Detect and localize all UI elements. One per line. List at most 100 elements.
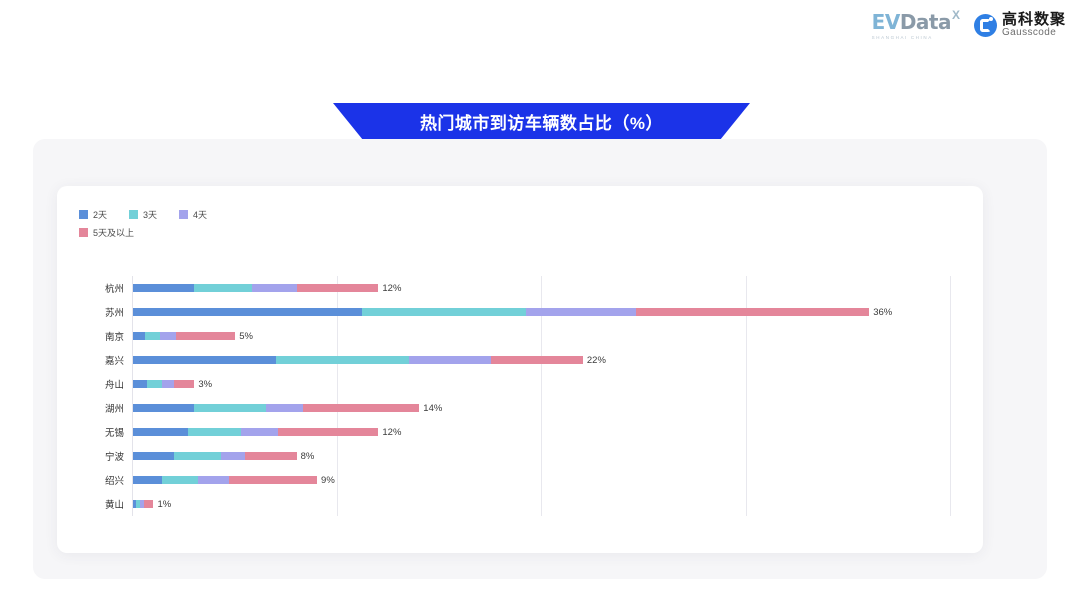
bar-value-label: 22% — [586, 354, 606, 366]
bar-row[interactable]: 湖州 14% — [105, 396, 950, 420]
bar-segment[interactable] — [147, 380, 162, 388]
stacked-bar[interactable] — [133, 452, 297, 460]
legend-label: 4天 — [193, 210, 208, 220]
bar-segment[interactable] — [636, 308, 870, 316]
legend-item[interactable]: 2天 — [79, 208, 107, 221]
stacked-bar[interactable] — [133, 284, 379, 292]
bar-segment[interactable] — [490, 356, 583, 364]
bar-segment[interactable] — [133, 404, 195, 412]
bar-segment[interactable] — [302, 404, 420, 412]
bar-segment[interactable] — [276, 356, 410, 364]
bar-rows: 杭州 12% 苏州 36% 南京 5% 嘉兴 22% 舟山 3% 湖州 14% 无锡 12% 宁波 8% 绍兴 9… — [105, 276, 950, 516]
category-label: 舟山 — [104, 380, 124, 391]
legend-item[interactable]: 5天及以上 — [79, 226, 409, 239]
bar-segment[interactable] — [133, 500, 137, 508]
bar-segment[interactable] — [296, 284, 379, 292]
bar-segment[interactable] — [133, 308, 363, 316]
bar-value-label: 5% — [239, 330, 253, 342]
bar-segment[interactable] — [362, 308, 526, 316]
bar-segment[interactable] — [245, 452, 297, 460]
bar-segment[interactable] — [175, 332, 236, 340]
category-label: 杭州 — [104, 284, 124, 295]
legend-item[interactable]: 3天 — [129, 208, 157, 221]
category-label: 绍兴 — [104, 476, 124, 487]
stacked-bar[interactable] — [133, 380, 195, 388]
bar-row[interactable]: 宁波 8% — [105, 444, 950, 468]
stacked-bar[interactable] — [133, 356, 583, 364]
bar-segment[interactable] — [220, 452, 246, 460]
evdata-wordmark: EVData — [871, 10, 952, 34]
category-label: 嘉兴 — [104, 356, 124, 367]
bar-segment[interactable] — [229, 476, 318, 484]
bar-segment[interactable] — [194, 404, 266, 412]
gridline — [541, 276, 542, 516]
bar-segment[interactable] — [133, 332, 146, 340]
bar-segment[interactable] — [251, 284, 297, 292]
bar-segment[interactable] — [173, 380, 195, 388]
bar-segment[interactable] — [133, 428, 189, 436]
bar-row[interactable]: 杭州 12% — [105, 276, 950, 300]
y-axis-line — [132, 276, 133, 516]
bar-value-label: 9% — [321, 474, 335, 486]
bar-value-label: 12% — [382, 282, 402, 294]
bar-row[interactable]: 嘉兴 22% — [105, 348, 950, 372]
bar-row[interactable]: 无锡 12% — [105, 420, 950, 444]
bar-segment[interactable] — [144, 500, 154, 508]
gridline — [745, 276, 747, 516]
category-label: 南京 — [104, 332, 124, 343]
evdata-x-icon: X — [951, 8, 960, 22]
bar-segment[interactable] — [140, 500, 145, 508]
stacked-bar[interactable] — [133, 404, 420, 412]
bar-row[interactable]: 舟山 3% — [105, 372, 950, 396]
stacked-bar[interactable] — [133, 476, 318, 484]
bar-row[interactable]: 苏州 36% — [105, 300, 950, 324]
gridline — [336, 276, 338, 516]
bar-segment[interactable] — [188, 428, 242, 436]
bar-segment[interactable] — [159, 332, 176, 340]
bar-segment[interactable] — [161, 380, 174, 388]
bar-segment[interactable] — [278, 428, 379, 436]
legend-label: 3天 — [143, 210, 158, 220]
stacked-bar[interactable] — [133, 500, 154, 508]
bar-row[interactable]: 南京 5% — [105, 324, 950, 348]
bar-segment[interactable] — [265, 404, 303, 412]
bar-segment[interactable] — [409, 356, 491, 364]
chart-card: 2天 3天 4天 5天及以上 热搜城市排名（从上到下） 杭州12%苏州36%南京5%嘉… — [57, 186, 983, 553]
bar-segment[interactable] — [525, 308, 637, 316]
bar-value-label: 14% — [423, 402, 443, 414]
bar-segment[interactable] — [133, 356, 277, 364]
stacked-bar[interactable] — [133, 428, 379, 436]
bar-segment[interactable] — [133, 380, 148, 388]
bar-row[interactable]: 绍兴 9% — [105, 468, 950, 492]
evdata-ev-text: EV — [871, 10, 901, 34]
evdata-tagline: shanghai china — [871, 35, 933, 40]
category-label: 宁波 — [104, 452, 124, 463]
stacked-bar[interactable] — [133, 308, 870, 316]
bar-segment[interactable] — [161, 476, 199, 484]
evdata-data-text: Data — [899, 10, 952, 34]
bar-segment[interactable] — [136, 500, 141, 508]
bar-segment[interactable] — [173, 452, 221, 460]
bar-value-label: 3% — [198, 378, 213, 390]
bar-row[interactable]: 黄山 1% — [105, 492, 950, 516]
legend-item[interactable]: 4天 — [179, 208, 207, 221]
gausscode-logo: 高科数聚 Gausscode — [973, 12, 1066, 38]
bar-segment[interactable] — [198, 476, 230, 484]
category-label: 无锡 — [104, 428, 124, 439]
bar-segment[interactable] — [133, 476, 162, 484]
stacked-bar[interactable] — [133, 332, 236, 340]
chart-area: 热搜城市排名（从上到下） 杭州12%苏州36%南京5%嘉兴22%舟山3%湖州14… — [57, 186, 983, 553]
bar-segment[interactable] — [241, 428, 279, 436]
bar-segment[interactable] — [133, 452, 174, 460]
page-title: 热门城市到访车辆数占比（%） — [333, 103, 750, 139]
category-label: 苏州 — [104, 308, 124, 319]
bar-segment[interactable] — [133, 284, 195, 292]
bar-segment[interactable] — [145, 332, 160, 340]
bar-value-label: 12% — [382, 426, 402, 438]
bar-value-label: 8% — [300, 450, 315, 462]
gridline — [950, 276, 951, 516]
bar-segment[interactable] — [194, 284, 252, 292]
evdata-logo: EVData X shanghai china — [871, 8, 960, 40]
legend-swatch-icon — [79, 228, 88, 237]
